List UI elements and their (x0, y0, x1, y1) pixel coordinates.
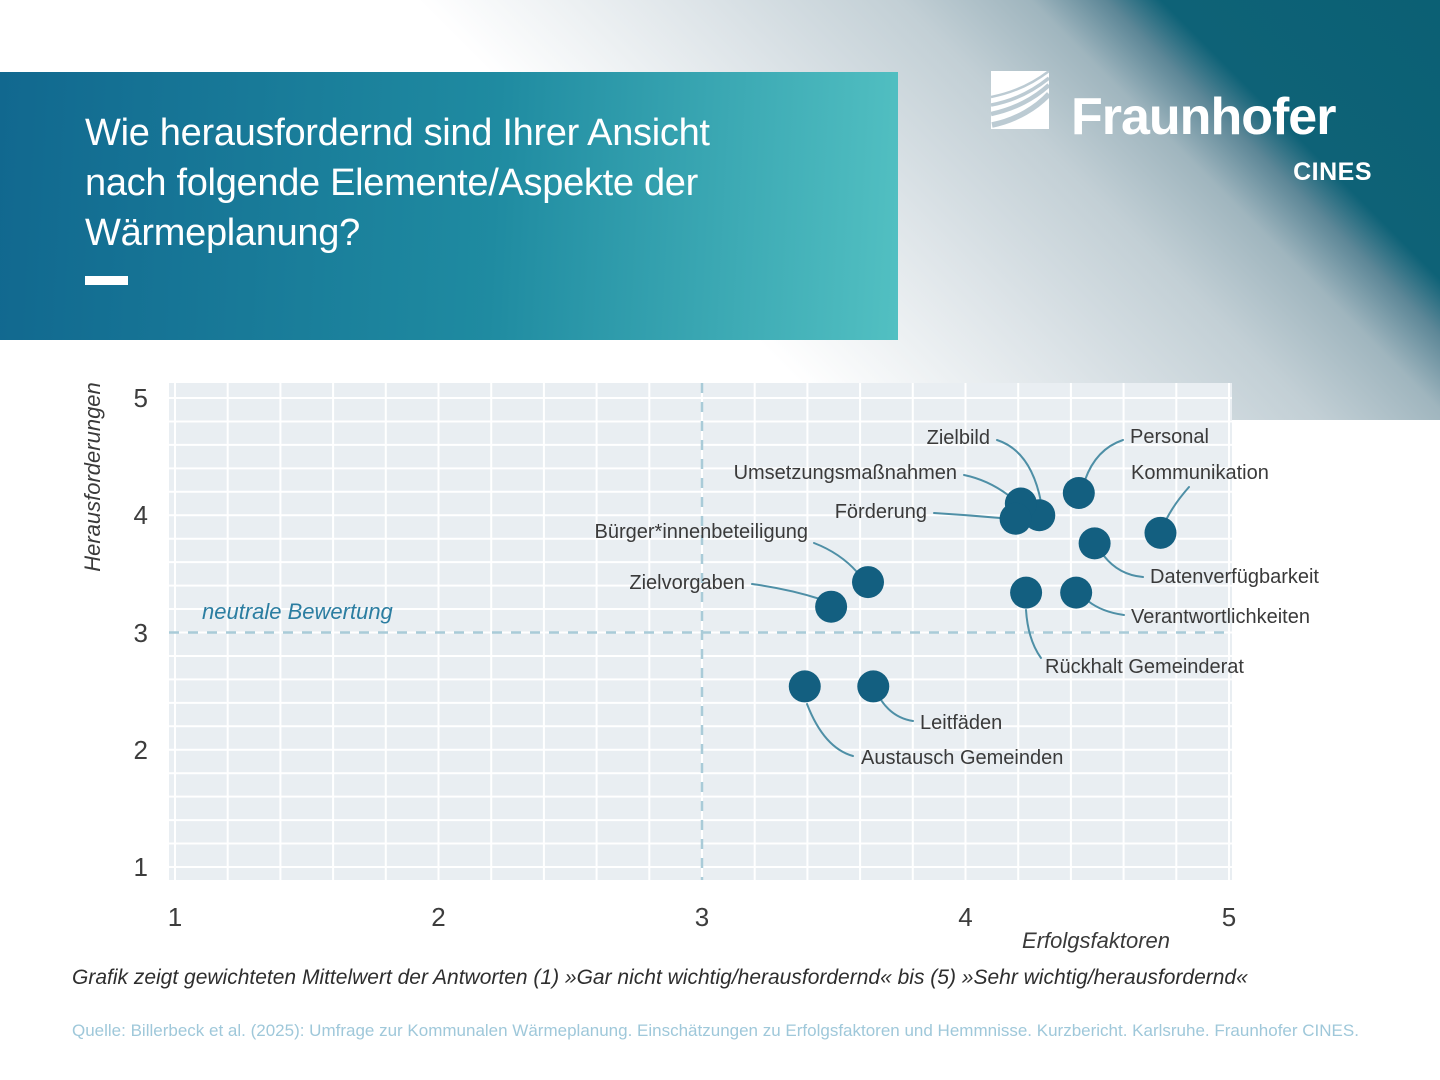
point-label: Förderung (834, 501, 927, 523)
leader-line (996, 439, 1042, 503)
source-line: Quelle: Billerbeck et al. (2025): Umfrag… (72, 1021, 1359, 1040)
point-label: Leitfäden (920, 712, 1003, 734)
leader-line (1025, 609, 1042, 659)
y-tick-label: 4 (133, 500, 148, 531)
point-label: Rückhalt Gemeinderat (1045, 656, 1244, 678)
point-label: Umsetzungsmaßnahmen (733, 462, 957, 484)
leader-line (1165, 486, 1190, 521)
leader-line (1103, 555, 1144, 578)
leader-line (1087, 600, 1125, 616)
leader-line (813, 542, 858, 573)
brand-name: Fraunhofer (1071, 88, 1336, 146)
chart-caption: Grafik zeigt gewichteten Mittelwert der … (72, 966, 1248, 989)
data-point (1010, 576, 1043, 609)
y-tick-label: 1 (133, 852, 148, 882)
data-point (815, 590, 848, 623)
point-label: Personal (1130, 426, 1209, 448)
leader-line (806, 703, 854, 757)
brand-subname: CINES (1293, 158, 1372, 186)
point-label: Kommunikation (1131, 462, 1269, 484)
data-point (1060, 576, 1093, 609)
point-label: Bürger*innenbeteiligung (594, 521, 809, 543)
x-tick-label: 3 (694, 902, 710, 932)
x-tick-label: 1 (167, 902, 183, 932)
x-axis-title: Erfolgsfaktoren (1022, 928, 1170, 953)
title-banner: Wie herausfordernd sind Ihrer Ansicht na… (0, 72, 898, 340)
y-tick-label: 3 (133, 617, 148, 648)
data-point (1144, 516, 1177, 549)
point-label: Verantwortlichkeiten (1131, 606, 1310, 628)
data-point (852, 566, 885, 599)
leader-line (933, 512, 1001, 519)
leader-line (1084, 439, 1124, 481)
slide-title: Wie herausfordernd sind Ihrer Ansicht na… (85, 112, 710, 254)
point-label: Zielvorgaben (629, 572, 745, 594)
point-label: Zielbild (926, 427, 990, 449)
neutral-rating-label: neutrale Bewertung (202, 599, 393, 624)
point-label: Datenverfügbarkeit (1150, 566, 1319, 588)
scatter-plot (169, 383, 1232, 880)
y-tick-label: 2 (133, 734, 148, 765)
data-point (1078, 527, 1111, 560)
data-point (999, 502, 1032, 535)
fraunhofer-logo-icon (991, 71, 1049, 129)
leader-line (751, 583, 821, 600)
data-point (1062, 476, 1095, 509)
x-tick-label: 5 (1221, 902, 1237, 932)
fraunhofer-logo: Fraunhofer CINES (991, 70, 1372, 190)
x-tick-label: 2 (431, 902, 446, 932)
x-tick-label: 4 (958, 902, 973, 932)
leader-line (963, 474, 1009, 496)
point-label: Austausch Gemeinden (861, 747, 1064, 769)
leader-line (880, 699, 914, 722)
title-dash-decoration (85, 276, 128, 285)
y-tick-label: 5 (133, 383, 148, 413)
data-point (857, 670, 890, 703)
data-point (788, 670, 821, 703)
